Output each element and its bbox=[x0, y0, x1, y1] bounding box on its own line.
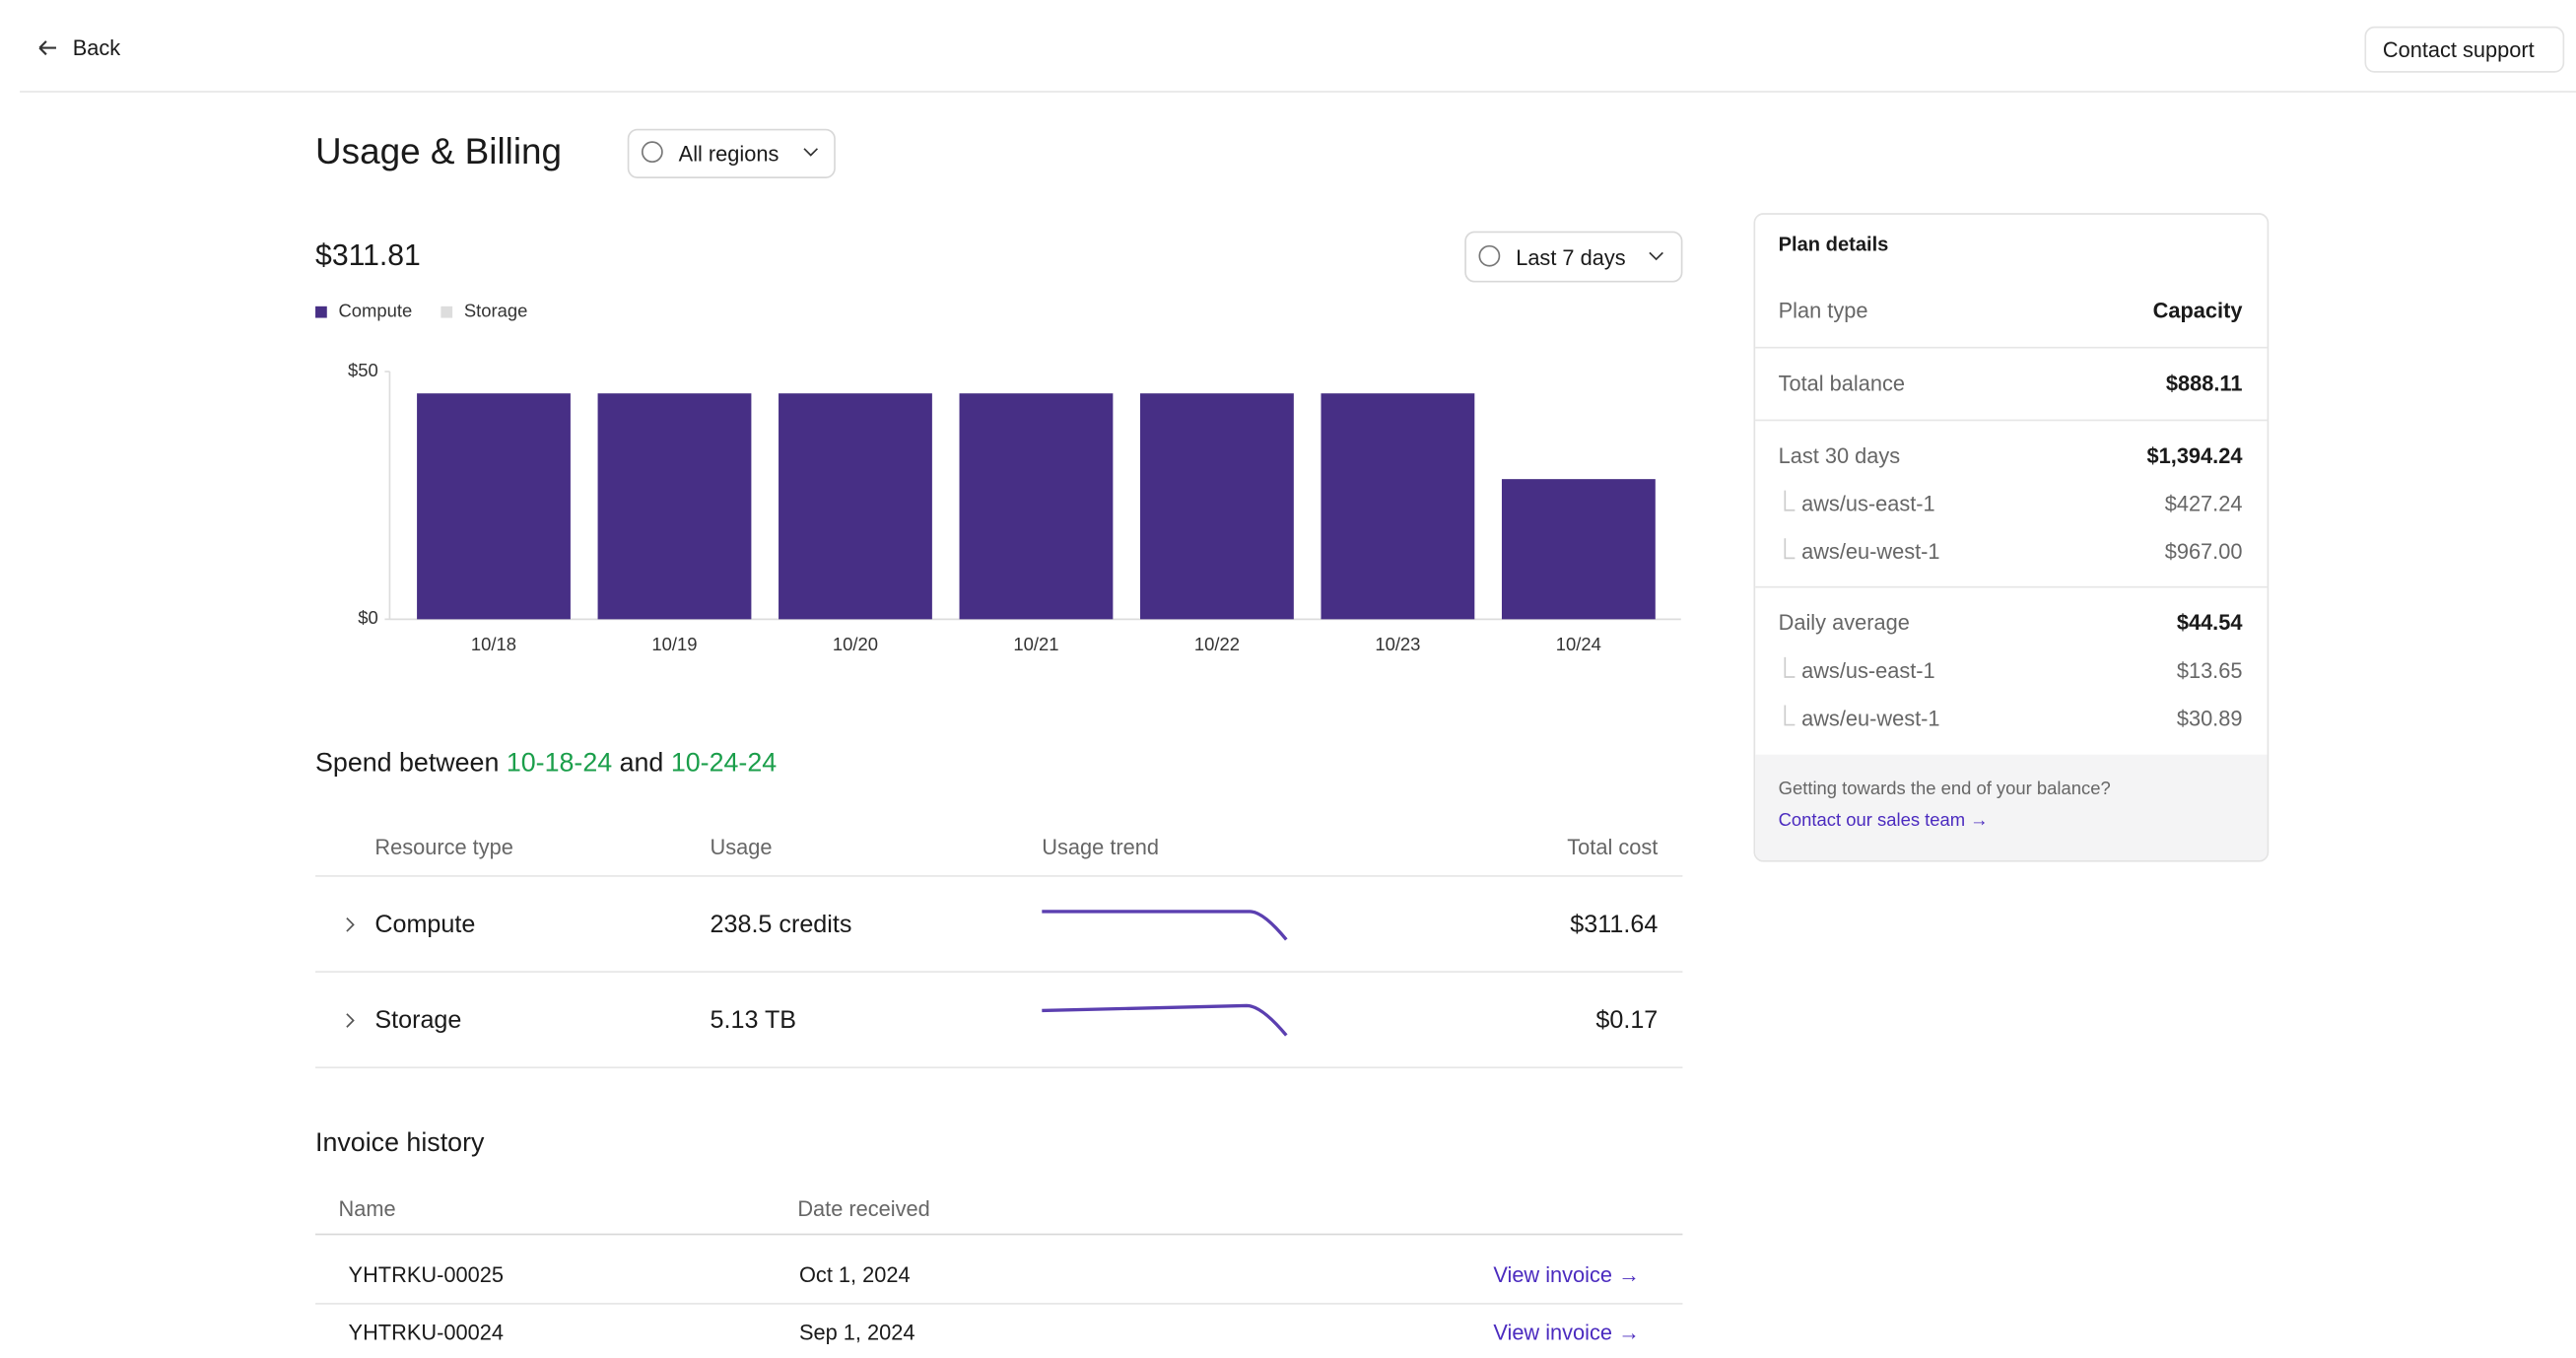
spend-heading: Spend between 10-18-24 and 10-24-24 bbox=[315, 750, 777, 780]
resource[interactable]: Storage bbox=[374, 1006, 462, 1035]
plan-note: Getting towards the end of your balance? bbox=[1778, 779, 2111, 799]
region-label: aws/eu-west-1 bbox=[1801, 706, 1940, 731]
usage: 5.13 TB bbox=[710, 1006, 797, 1035]
x-tick-label: 10/22 bbox=[1194, 634, 1240, 654]
plan-label: Last 30 days bbox=[1778, 442, 1901, 469]
tree-lines bbox=[1784, 490, 1796, 726]
plan-footer bbox=[1755, 754, 2268, 860]
region-value: $967.00 bbox=[2164, 539, 2243, 565]
legend-label: Compute bbox=[338, 301, 412, 321]
x-tick-label: 10/20 bbox=[833, 634, 878, 654]
plan-value: Capacity bbox=[2152, 298, 2243, 323]
plan-value: $1,394.24 bbox=[2146, 442, 2243, 469]
plan-value: $44.54 bbox=[2176, 610, 2243, 636]
clock-icon bbox=[1478, 244, 1501, 267]
x-tick-label: 10/23 bbox=[1375, 634, 1420, 654]
bar bbox=[417, 393, 571, 620]
row-chevrons bbox=[346, 917, 355, 1028]
legend-swatch bbox=[441, 306, 453, 318]
spend-and: and bbox=[619, 749, 664, 779]
divider bbox=[1755, 346, 2268, 349]
divider bbox=[315, 1066, 1683, 1069]
col-header: Usage bbox=[710, 835, 773, 860]
legend-swatch bbox=[315, 306, 327, 318]
col-header: Name bbox=[338, 1195, 396, 1222]
legend-label: Storage bbox=[464, 301, 528, 321]
x-tick-label: 10/18 bbox=[471, 634, 516, 654]
region-label: aws/us-east-1 bbox=[1801, 491, 1935, 516]
divider bbox=[1755, 585, 2268, 588]
back-button[interactable]: Back bbox=[72, 35, 121, 61]
spend-start: 10-18-24 bbox=[506, 749, 613, 779]
sparkline bbox=[1042, 910, 1288, 941]
resource[interactable]: Compute bbox=[374, 911, 476, 939]
col-header: Usage trend bbox=[1042, 835, 1159, 860]
page-title: Usage & Billing bbox=[315, 130, 563, 172]
divider bbox=[315, 1303, 1683, 1305]
invoice-link[interactable]: View invoice → bbox=[1493, 1261, 1640, 1288]
region-label[interactable]: All regions bbox=[678, 141, 780, 167]
header-divider bbox=[20, 91, 2576, 93]
bar bbox=[959, 393, 1114, 620]
divider bbox=[315, 875, 1683, 877]
col-header: Resource type bbox=[374, 835, 513, 860]
x-tick-label: 10/19 bbox=[651, 634, 697, 654]
plan-title: Plan details bbox=[1778, 233, 1889, 256]
chevron bbox=[803, 148, 819, 157]
globe-icon bbox=[641, 141, 663, 164]
bar bbox=[779, 393, 932, 620]
plan-label: Daily average bbox=[1778, 610, 1910, 636]
contact-button[interactable] bbox=[2364, 26, 2565, 73]
bar bbox=[597, 393, 752, 620]
chevron bbox=[1649, 251, 1663, 261]
range-label[interactable]: Last 7 days bbox=[1516, 244, 1626, 270]
region-value: $13.65 bbox=[2176, 657, 2243, 683]
col-header: Total cost bbox=[1567, 835, 1659, 860]
spend-prefix: Spend between bbox=[315, 749, 500, 779]
invoice-name: YHTRKU-00025 bbox=[348, 1261, 504, 1288]
region-label: aws/eu-west-1 bbox=[1801, 539, 1940, 565]
spend-end: 10-24-24 bbox=[670, 749, 778, 779]
contact-label[interactable]: Contact support bbox=[2382, 36, 2535, 62]
total-cost: $311.81 bbox=[315, 238, 421, 272]
invoice-date: Sep 1, 2024 bbox=[798, 1320, 915, 1345]
cost: $311.64 bbox=[1570, 911, 1659, 939]
region-value: $30.89 bbox=[2176, 706, 2243, 731]
plan-label: Plan type bbox=[1778, 298, 1868, 323]
x-tick-label: 10/24 bbox=[1556, 634, 1601, 654]
cost: $0.17 bbox=[1595, 1006, 1659, 1035]
y-tick-label: $50 bbox=[348, 360, 378, 380]
invoice-title: Invoice history bbox=[315, 1129, 485, 1158]
plan-value: $888.11 bbox=[2165, 371, 2243, 396]
range-dropdown[interactable] bbox=[1464, 231, 1683, 283]
sparkline bbox=[1042, 1003, 1288, 1037]
plan-label: Total balance bbox=[1778, 371, 1906, 396]
col-header: Date received bbox=[797, 1195, 930, 1222]
plan-card bbox=[1753, 213, 2270, 862]
bar bbox=[1321, 393, 1475, 620]
divider bbox=[315, 1233, 1683, 1236]
sales-link[interactable]: Contact our sales team → bbox=[1778, 810, 1989, 831]
x-tick-label: 10/21 bbox=[1013, 634, 1058, 654]
usage: 238.5 credits bbox=[710, 911, 852, 939]
y-tick-label: $0 bbox=[358, 607, 377, 628]
region-dropdown[interactable] bbox=[627, 128, 836, 178]
bar bbox=[1501, 479, 1656, 620]
invoice-date: Oct 1, 2024 bbox=[798, 1261, 911, 1288]
divider bbox=[1755, 419, 2268, 422]
divider bbox=[315, 971, 1683, 973]
region-label: aws/us-east-1 bbox=[1801, 657, 1935, 683]
invoice-name: YHTRKU-00024 bbox=[348, 1320, 504, 1345]
bar bbox=[1140, 393, 1294, 620]
invoice-link[interactable]: View invoice → bbox=[1493, 1320, 1640, 1345]
back-icon bbox=[38, 40, 56, 56]
region-value: $427.24 bbox=[2164, 491, 2243, 516]
